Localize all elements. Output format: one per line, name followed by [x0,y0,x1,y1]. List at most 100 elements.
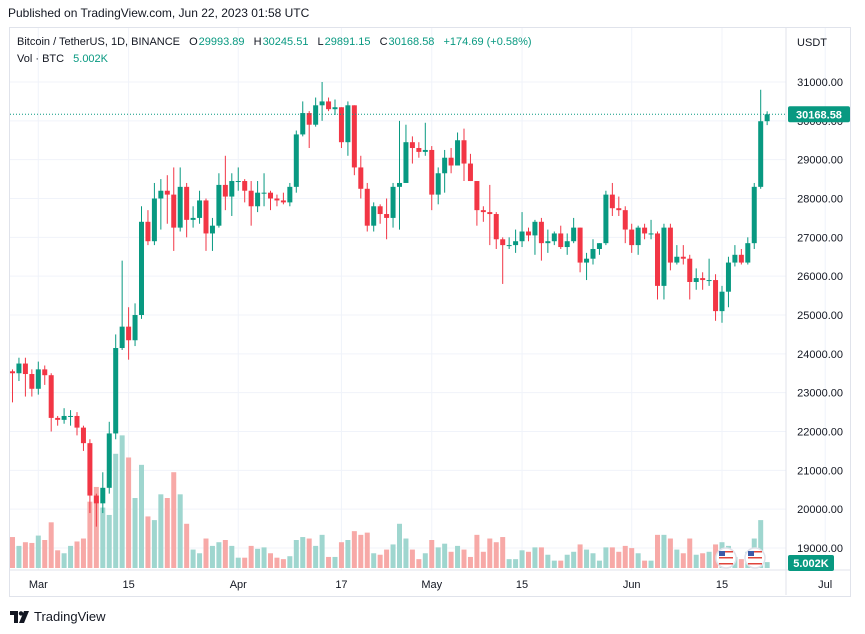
legend-low-label: L [317,36,324,48]
candle-body [764,114,770,122]
legend-high-label: H [253,36,262,48]
volume-bar [139,464,144,568]
volume-bar [351,531,357,568]
volume-bar [461,549,467,568]
flag-stripe [748,560,762,562]
candle-body [635,227,641,246]
candle-body [616,208,622,211]
volume-bar [42,540,48,568]
volume-bar [274,557,280,568]
candle-body [680,256,686,259]
volume-bar [526,551,531,568]
candle-body [126,326,132,341]
tradingview-logo-icon [10,610,29,623]
candle-body [268,192,273,199]
legend-open-value: 29993.89 [198,36,245,48]
candle-body [577,227,583,263]
volume-bar [558,560,564,568]
candle-body [209,225,215,234]
candle-body [177,186,183,228]
volume-bar [500,537,506,568]
flag-stripe [748,557,762,559]
candle-body [461,140,467,164]
candle-body [261,192,267,194]
volume-bar [700,553,706,568]
volume-bar [319,534,325,568]
candle-body [326,101,332,110]
candle-body [197,200,203,218]
candle-body [345,105,351,143]
axis-badges: 30168.58 5.002K [788,106,850,571]
volume-bar [80,538,86,568]
candle-body [280,200,286,203]
volume-bar [74,541,80,568]
volume-bar [48,522,54,568]
candle-body [313,105,319,125]
candle-body [745,243,751,263]
candle-body [222,184,228,197]
y-tick-label: 27000.00 [797,232,843,244]
brand-name: TradingView [34,609,106,624]
candle-body [229,181,235,197]
volume-bar [287,556,293,568]
volume-bar [693,554,699,568]
candle-body [364,188,370,226]
volume-bar [68,545,74,568]
volume-bar [390,544,396,568]
flag-stripe [719,551,733,553]
volume-bar [738,559,744,568]
legend-symbol: Bitcoin / TetherUS, 1D, BINANCE [17,36,181,48]
volume-bar [300,537,306,568]
volume-bar [35,535,41,568]
candle-body [506,245,512,247]
volume-bar [61,553,67,568]
volume-bar [255,548,261,568]
y-tick-label: 28000.00 [797,194,843,206]
candle-body [158,190,164,199]
currency-label: USDT [797,37,827,49]
candle-body [87,443,93,496]
flag-stripe [748,554,762,556]
legend-volume-value: 5.002K [73,53,109,65]
candle-body [493,214,499,240]
volume-bar [603,547,609,568]
price-candles [10,82,770,527]
volume-bar [467,556,473,568]
candle-body [455,140,461,166]
volume-bar [448,551,454,568]
candle-body [145,221,151,242]
volume-bar [429,540,435,568]
volume-bar [338,542,344,568]
volume-bar [538,547,544,568]
volume-bar [416,559,422,568]
legend-high-value: 30245.51 [262,36,309,48]
candle-body [358,167,364,189]
candle-body [622,210,628,230]
candle-body [416,148,422,152]
candle-body [403,142,409,183]
candle-body [113,348,119,434]
volume-bar [229,545,235,568]
volume-bar [177,494,183,568]
y-tick-label: 19000.00 [797,543,843,555]
volume-bars [10,435,770,568]
volume-bar [10,537,15,568]
volume-bar [222,540,228,568]
candle-body [487,212,493,215]
candle-body [100,487,106,504]
volume-bar [551,560,557,568]
volume-bar [545,554,551,568]
candle-body [409,142,415,149]
chart-frame[interactable] [9,27,851,597]
grid-lines [10,28,851,595]
legend-volume-label: Vol · BTC [17,53,65,65]
candle-body [216,184,222,226]
y-tick-label: 26000.00 [797,271,843,283]
volume-bar [422,553,428,568]
volume-bar [55,550,61,568]
volume-bar [126,457,132,568]
candle-body [93,495,99,504]
volume-bar [164,498,170,568]
footer: TradingView [10,609,106,624]
